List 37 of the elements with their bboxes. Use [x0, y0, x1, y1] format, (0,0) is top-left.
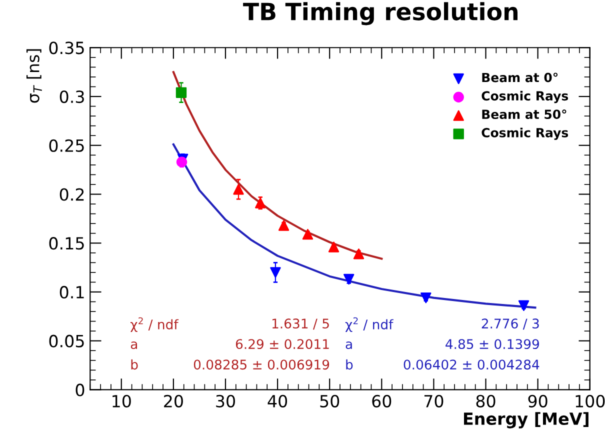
x-tick-label: 40 [268, 394, 288, 408]
annotation: 0.08285 ± 0.006919 [194, 360, 330, 370]
x-tick-label: 70 [424, 394, 444, 408]
x-tick-label: 60 [372, 394, 392, 408]
legend-label: Cosmic Rays [482, 90, 568, 104]
x-tick-label: 50 [320, 394, 340, 408]
y-tick-label: 0 [76, 384, 84, 396]
annotation: 4.85 ± 0.1399 [446, 339, 539, 350]
annotation: 6.29 ± 0.2011 [236, 339, 329, 350]
legend-label: Beam at 0° [482, 72, 558, 82]
annotation: χ$^{2}$ / ndf [130, 317, 179, 332]
annotation: a [130, 341, 138, 350]
annotation: b [346, 359, 353, 370]
x-tick-label: 100 [576, 394, 605, 408]
x-tick-label: 10 [112, 394, 131, 408]
annotation: a [346, 341, 352, 350]
x-tick-label: 30 [216, 394, 235, 408]
x-tick-label: 80 [476, 394, 496, 408]
y-tick-label: 0.3 [60, 90, 84, 104]
x-tick-label: 20 [164, 394, 183, 408]
y-tick-label: 0.35 [49, 42, 84, 54]
y-tick-label: 0.15 [49, 237, 84, 250]
y-tick-label: 0.25 [49, 139, 84, 152]
legend-label: Cosmic Rays [482, 128, 568, 140]
y-tick-label: 0.05 [49, 334, 84, 348]
y-tick-label: 0.2 [60, 188, 84, 201]
x-tick-label: 90 [528, 394, 548, 408]
chart-title: TB Timing resolution [243, 2, 518, 26]
x-axis-title: Energy [MeV] [464, 412, 588, 428]
y-axis-title: σ$_{T}$ [ns] [26, 49, 42, 103]
annotation: b [131, 359, 138, 370]
annotation: 1.631 / 5 [272, 318, 329, 330]
legend-label: Beam at 50° [482, 109, 566, 120]
annotation: χ$^{2}$ / ndf [345, 317, 394, 332]
annotation: 2.776 / 3 [482, 318, 539, 330]
y-tick-label: 0.1 [60, 286, 84, 299]
annotation: 0.06402 ± 0.004284 [404, 360, 540, 370]
